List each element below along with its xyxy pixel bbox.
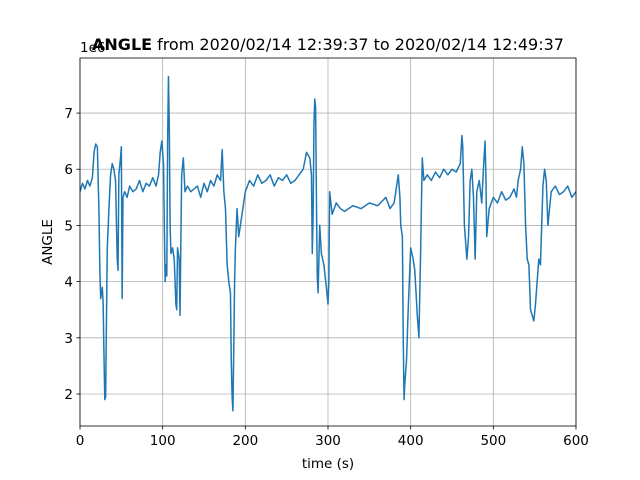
axes-frame <box>79 57 577 427</box>
x-tick-label: 200 <box>232 433 258 449</box>
x-tick-label: 300 <box>315 433 341 449</box>
y-tick-label: 4 <box>64 275 73 291</box>
y-axis-label: ANGLE <box>40 219 56 265</box>
y-tick-label: 7 <box>64 106 73 122</box>
y-tick-label: 6 <box>64 162 73 178</box>
title-bold: ANGLE <box>92 35 152 54</box>
offset-text: 1e6 <box>80 40 105 56</box>
x-tick-label: 400 <box>398 433 424 449</box>
x-tick-label: 500 <box>480 433 506 449</box>
chart-title: ANGLE from 2020/02/14 12:39:37 to 2020/02… <box>92 35 564 54</box>
x-tick-label: 0 <box>76 433 85 449</box>
x-axis-label: time (s) <box>302 456 354 472</box>
y-tick-label: 3 <box>64 331 73 347</box>
plot-area: 0 100 200 300 400 500 600 2 3 4 5 6 7 <box>64 57 589 449</box>
y-tick-label: 5 <box>64 218 73 234</box>
data-line <box>80 75 576 412</box>
title-rest: from 2020/02/14 12:39:37 to 2020/02/14 1… <box>157 35 564 54</box>
y-tick-label: 2 <box>64 387 73 403</box>
x-tick-label: 100 <box>150 433 176 449</box>
x-tick-label: 600 <box>563 433 589 449</box>
